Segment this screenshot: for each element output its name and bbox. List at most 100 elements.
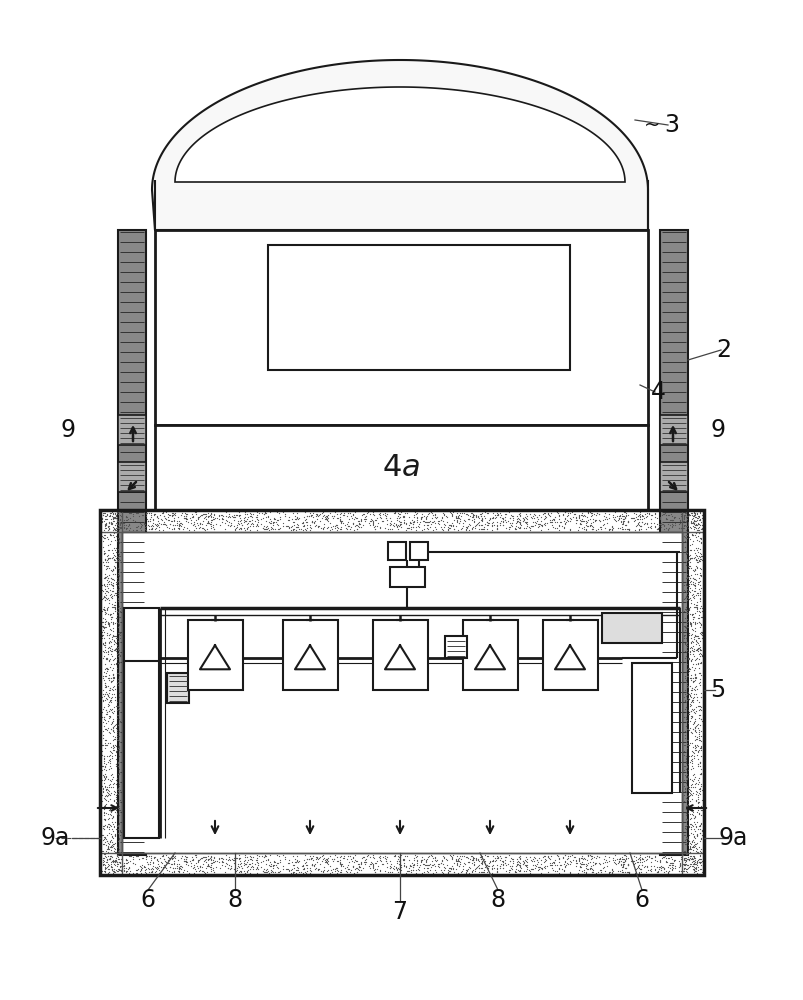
Point [390,521,403,537]
Point [688,856,701,872]
Point [187,857,200,873]
Point [323,505,336,521]
Point [106,575,119,591]
Point [100,702,112,718]
Point [105,515,118,531]
Point [198,509,210,525]
Point [126,851,139,867]
Point [110,805,123,821]
Point [622,857,634,873]
Point [475,517,488,533]
Point [148,850,161,866]
Point [324,519,336,535]
Point [315,853,328,869]
Point [112,580,125,596]
Point [294,864,307,880]
Point [147,515,160,531]
Point [373,863,385,879]
Bar [659,415,687,445]
Point [109,744,122,760]
Point [544,512,556,528]
Point [685,527,698,543]
Point [97,811,110,827]
Point [616,858,629,874]
Point [695,627,707,643]
Point [205,849,218,865]
Point [291,853,304,869]
Point [634,521,646,537]
Point [378,520,391,536]
Point [287,864,300,880]
Point [419,510,432,526]
Point [692,639,705,655]
Point [684,607,697,623]
Point [227,518,240,534]
Point [335,862,348,878]
Point [647,849,660,865]
Point [388,505,401,521]
Point [110,853,123,869]
Point [678,650,691,666]
Point [202,856,214,872]
Point [470,850,483,866]
Point [103,521,116,537]
Point [693,530,706,546]
Point [691,585,703,601]
Point [107,856,120,872]
Point [203,859,216,875]
Point [462,522,475,538]
Point [107,720,120,736]
Point [415,509,428,525]
Point [101,835,114,851]
Point [98,635,111,651]
Point [242,858,255,874]
Point [120,864,132,880]
Point [675,857,687,873]
Point [300,511,312,527]
Point [397,508,410,524]
Point [107,838,120,854]
Point [263,515,276,531]
Point [379,510,392,526]
Point [179,511,192,527]
Point [538,860,551,876]
Point [113,511,126,527]
Point [678,784,691,800]
Text: 3: 3 [663,113,679,137]
Point [694,857,707,873]
Point [149,520,162,536]
Point [99,517,112,533]
Point [503,510,516,526]
Point [636,510,649,526]
Point [689,560,702,576]
Point [471,852,483,868]
Point [679,688,692,704]
Point [493,858,506,874]
Point [108,737,121,753]
Point [104,773,117,789]
Point [674,508,687,524]
Point [97,804,110,820]
Point [653,509,666,525]
Point [123,859,136,875]
Point [678,832,691,848]
Point [611,512,624,528]
Point [561,507,574,523]
Point [246,515,259,531]
Point [101,848,114,864]
Point [104,516,117,532]
Point [192,520,205,536]
Point [196,849,209,865]
Point [113,648,126,664]
Point [104,807,117,823]
Point [221,860,234,876]
Point [389,504,402,520]
Point [590,848,603,864]
Point [689,699,702,715]
Point [683,724,696,740]
Point [449,853,462,869]
Point [687,521,699,537]
Point [150,859,163,875]
Point [109,758,122,774]
Point [668,860,681,876]
